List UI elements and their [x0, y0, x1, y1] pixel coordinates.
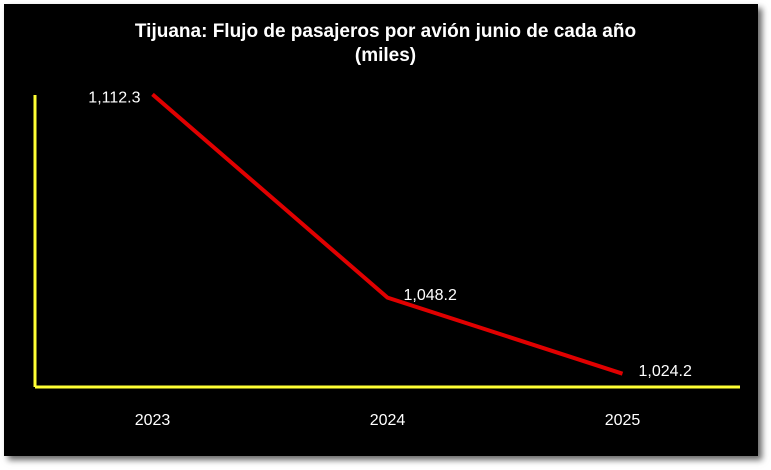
data-label: 1,024.2	[639, 363, 692, 380]
data-label: 1,112.3	[88, 90, 140, 107]
chart-background	[4, 4, 758, 456]
line-series	[151, 92, 624, 376]
x-tick-label: 2025	[605, 412, 641, 429]
x-tick-label: 2023	[135, 412, 171, 429]
data-label: 1,048.2	[404, 287, 457, 304]
x-tick-label: 2024	[370, 412, 406, 429]
chart-title: Tijuana: Flujo de pasajeros por avión ju…	[134, 21, 637, 66]
